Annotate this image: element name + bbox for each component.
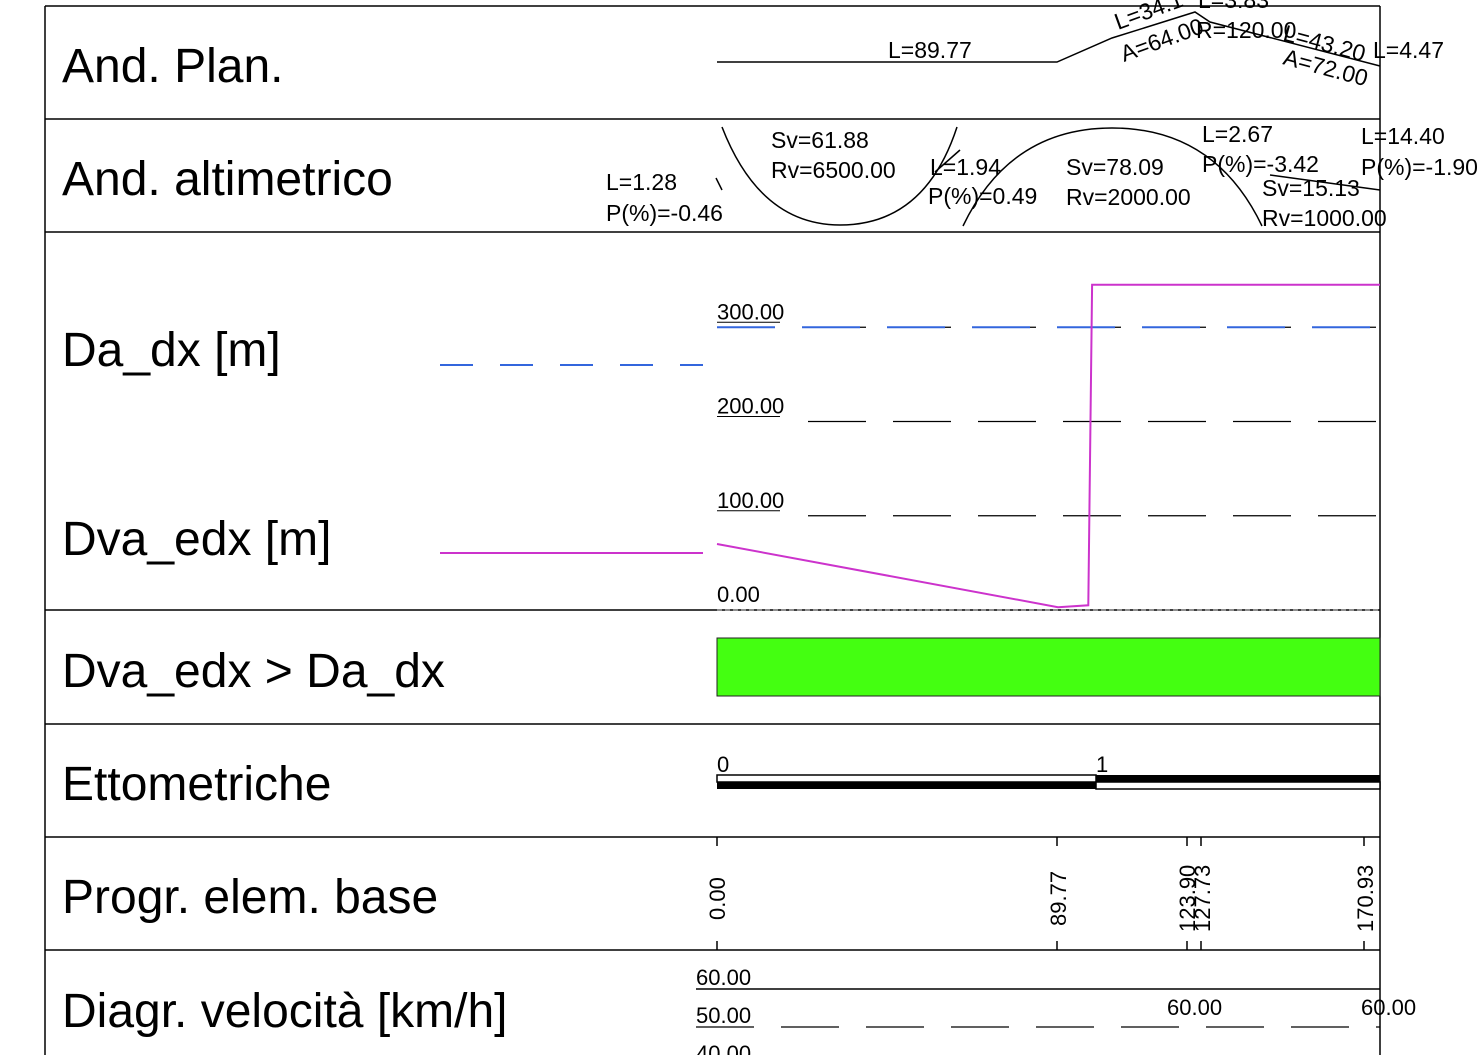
- profile-label: L=1.94: [930, 154, 1001, 180]
- distance-chart-series: [716, 283, 1380, 609]
- check-bar: [716, 637, 1381, 697]
- hectometric-bar: [716, 774, 1381, 790]
- profile-label: Sv=78.09: [1066, 154, 1164, 180]
- distance-chart-grid: [717, 326, 1380, 611]
- speed-tick: 50.00: [696, 1003, 751, 1028]
- plan-alignment: [717, 11, 1381, 67]
- profile-label: L=14.40: [1361, 123, 1445, 149]
- distance-tick-label: 200.00: [717, 394, 784, 419]
- row-label-da-dx: Da_dx [m]: [62, 324, 281, 377]
- profile-label: L=1.28: [606, 169, 677, 195]
- profile-label: P(%)=-1.90: [1361, 154, 1478, 180]
- progressive-value: 89.77: [1046, 871, 1071, 926]
- progressive-value: 0.00: [705, 877, 730, 920]
- progressive-value: 170.93: [1353, 865, 1378, 932]
- distance-tick-label: 300.00: [717, 299, 784, 324]
- progressive-value: 127.73: [1190, 865, 1215, 932]
- row-label-check: Dva_edx > Da_dx: [62, 645, 445, 698]
- profile-label: P(%)=0.49: [928, 183, 1037, 209]
- plan-label: R=120.00: [1196, 17, 1296, 43]
- hectometric-mark: 1: [1096, 752, 1108, 777]
- row-label-plan: And. Plan.: [62, 40, 283, 93]
- profile-label: Sv=15.13: [1262, 175, 1360, 201]
- profile-label: P(%)=-3.42: [1202, 151, 1319, 177]
- dva-edx-series-line: [716, 283, 1380, 609]
- row-label-progressive: Progr. elem. base: [62, 871, 438, 924]
- profile-label: Rv=6500.00: [771, 157, 896, 183]
- progressive-value: 123.90: [1175, 865, 1200, 932]
- distance-tick-label: 0.00: [717, 582, 760, 607]
- vertical-profile: [715, 126, 1381, 227]
- row-label-dva-edx: Dva_edx [m]: [62, 513, 331, 566]
- plan-label: L=3.83: [1198, 0, 1269, 13]
- speed-tick: 60.00: [696, 965, 751, 990]
- row-label-ettometriche: Ettometriche: [62, 758, 331, 811]
- profile-label: Rv=1000.00: [1262, 205, 1387, 231]
- profile-label: Rv=2000.00: [1066, 184, 1191, 210]
- distance-tick-label: 100.00: [717, 488, 784, 513]
- speed-tick: 40.00: [696, 1041, 751, 1055]
- progressive-ticks: [716, 837, 1365, 950]
- row-label-altimetric: And. altimetrico: [62, 153, 393, 206]
- profile-label: L=2.67: [1202, 121, 1273, 147]
- plan-label: L=4.47: [1373, 37, 1444, 63]
- table-frame: [44, 5, 1381, 1055]
- speed-value: 60.00: [1361, 995, 1416, 1020]
- profile-label: Sv=61.88: [771, 127, 869, 153]
- hectometric-mark: 0: [717, 752, 729, 777]
- profile-label: P(%)=-0.46: [606, 200, 723, 226]
- speed-value: 60.00: [1167, 995, 1222, 1020]
- plan-label: L=89.77: [888, 37, 972, 63]
- distance-chart-ticks: 0.00 100.00 200.00 300.00: [717, 299, 784, 607]
- row-label-speed: Diagr. velocità [km/h]: [62, 985, 508, 1038]
